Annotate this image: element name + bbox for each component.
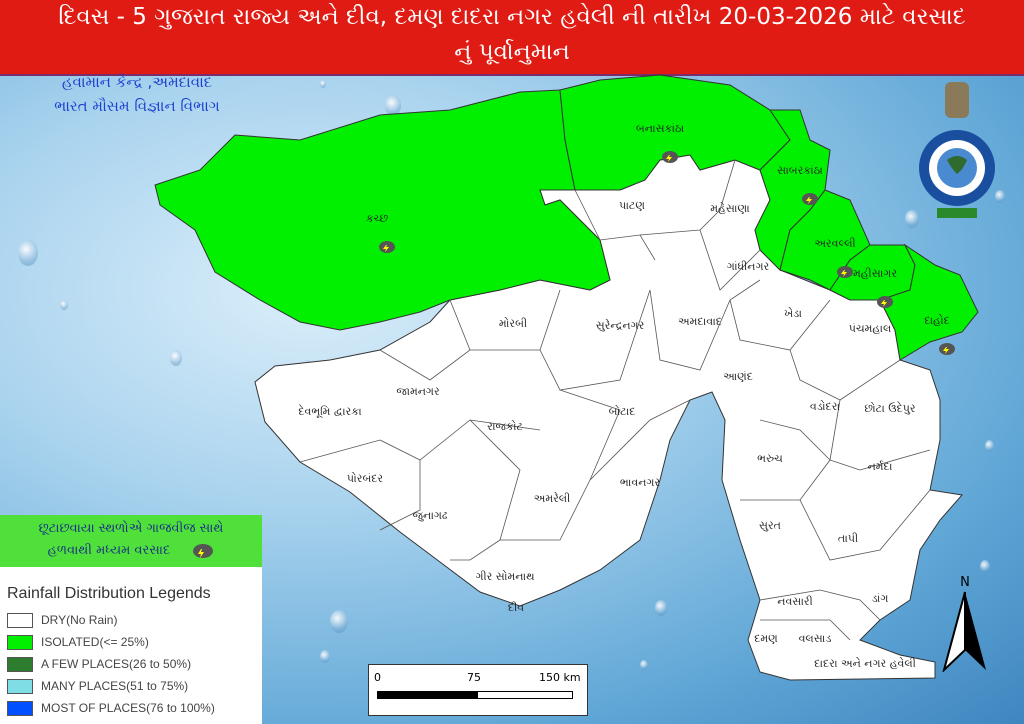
- district-border: [729, 299, 831, 351]
- legend-item: MOST OF PLACES(76 to 100%): [7, 698, 215, 718]
- scale-label-75: 75: [467, 671, 481, 684]
- north-arrow-icon: [942, 591, 986, 674]
- legend-swatch: [7, 700, 33, 716]
- district-label: અમરેલી: [534, 492, 571, 505]
- district-border: [379, 460, 421, 531]
- north-arrow: N: [940, 575, 990, 675]
- north-label: N: [960, 575, 970, 590]
- district-label: ડાંગ: [872, 592, 889, 605]
- district-label: આણંદ: [723, 370, 753, 383]
- district-border: [699, 229, 761, 291]
- district-border: [789, 349, 901, 401]
- district-border: [740, 419, 831, 501]
- legend: Rainfall Distribution Legends DRY(No Rai…: [0, 567, 262, 724]
- district-label: દેવભૂમિ દ્વારકા: [298, 404, 362, 418]
- district-label: છોટા ઉદેપુર: [864, 401, 915, 415]
- district-label: વલસાડ: [799, 632, 832, 645]
- legend-label: MOST OF PLACES(76 to 100%): [41, 701, 215, 715]
- district-label: કચ્છ: [366, 212, 389, 225]
- region-banaskantha[interactable]: [559, 74, 791, 191]
- district-label: ભાવનગર: [620, 476, 661, 489]
- district-label: ગાંધીનગર: [727, 260, 770, 273]
- title-line-2: નું પૂર્વાનુમાન: [454, 39, 570, 65]
- district-label: બનાસકાંઠા: [636, 122, 684, 135]
- district-border: [379, 299, 471, 381]
- legend-swatch: [7, 656, 33, 672]
- district-label: જુનાગઢ: [413, 509, 448, 522]
- forecast-label-line-1: છૂટાછવાયા સ્થળોએ ગાજવીજ સાથે: [38, 521, 224, 536]
- legend-item: MANY PLACES(51 to 75%): [7, 676, 188, 696]
- district-label: અરવલ્લી: [814, 237, 855, 250]
- thunderstorm-cloud-icon: [802, 193, 818, 205]
- agency-line-1: હવામાન કેન્દ્ર ,અમદાવાદ: [61, 73, 213, 91]
- district-label: પોરબંદર: [347, 472, 384, 485]
- thunderstorm-cloud-icon: [379, 241, 395, 253]
- district-label: વડોદરા: [810, 400, 840, 413]
- district-label: પાટણ: [619, 199, 645, 212]
- district-label: રાજકોટ: [487, 420, 523, 433]
- title-line-1: દિવસ - 5 ગુજરાત રાજ્ય અને દીવ, દમણ દાદરા…: [58, 4, 966, 30]
- district-label: મહીસાગર: [853, 267, 897, 280]
- agency-name: હવામાન કેન્દ્ર ,અમદાવાદ ભારત મૌસમ વિજ્ઞા…: [22, 70, 252, 118]
- district-label: મહેસાણા: [710, 202, 750, 215]
- district-label: દમણ: [754, 632, 778, 645]
- scale-label-150: 150 km: [539, 671, 581, 684]
- district-label: સુરત: [759, 519, 781, 532]
- region-dahod[interactable]: [879, 243, 979, 361]
- thunderstorm-cloud-icon: [837, 266, 853, 278]
- scale-bar: 0 75 150 km: [368, 664, 588, 716]
- agency-line-2: ભારત મૌસમ વિજ્ઞાન વિભાગ: [54, 97, 220, 115]
- legend-item: A FEW PLACES(26 to 50%): [7, 654, 191, 674]
- district-label: સુરેન્દ્રનગર: [596, 319, 645, 332]
- thunderstorm-cloud-icon: [939, 343, 955, 355]
- district-label: ભરુચ: [757, 452, 783, 465]
- district-border: [469, 389, 621, 541]
- district-label: ખેડા: [784, 307, 802, 320]
- legend-swatch: [7, 634, 33, 650]
- thunderstorm-cloud-icon: [662, 151, 678, 163]
- legend-swatch: [7, 612, 33, 628]
- scale-label-0: 0: [374, 671, 381, 684]
- region-aravalli[interactable]: [779, 189, 871, 291]
- district-label: દાહોદ: [924, 314, 950, 327]
- district-label: મોરબી: [499, 317, 527, 330]
- legend-label: MANY PLACES(51 to 75%): [41, 679, 189, 693]
- district-border: [639, 159, 736, 236]
- thunderstorm-cloud-icon: [877, 296, 893, 308]
- district-label: નર્મદા: [868, 460, 893, 473]
- imd-emblem-logo: [919, 82, 995, 218]
- district-label: સાબરકાંઠા: [777, 164, 823, 177]
- legend-label: ISOLATED(<= 25%): [41, 635, 149, 649]
- district-label: પંચમહાલ: [849, 322, 892, 335]
- district-border: [760, 619, 851, 641]
- district-label: ગીર સોમનાથ: [475, 570, 534, 583]
- district-border: [649, 279, 761, 371]
- region-kutch[interactable]: [154, 89, 611, 331]
- district-label: અમદાવાદ: [678, 315, 722, 328]
- district-label: દીવ: [508, 601, 524, 614]
- forecast-label-line-2: હળવાથી મધ્યમ વરસાદ: [47, 543, 171, 558]
- district-border: [589, 399, 691, 481]
- district-border: [829, 399, 931, 471]
- district-border: [799, 489, 931, 561]
- district-label: તાપી: [838, 532, 858, 545]
- district-border: [450, 539, 501, 561]
- district-label: બોટાદ: [609, 405, 636, 418]
- district-border: [574, 189, 656, 261]
- district-label: નવસારી: [777, 595, 813, 608]
- legend-label: DRY(No Rain): [41, 613, 118, 627]
- legend-title: Rainfall Distribution Legends: [7, 585, 211, 602]
- district-border: [759, 589, 881, 621]
- district-border: [539, 289, 651, 391]
- legend-label: A FEW PLACES(26 to 50%): [41, 657, 192, 671]
- district-label: દાદરા અને નગર હવેલી: [814, 657, 916, 670]
- district-label: જામનગર: [396, 385, 440, 398]
- thunderstorm-cloud-icon: [193, 543, 214, 558]
- title-bar: દિવસ - 5 ગુજરાત રાજ્ય અને દીવ, દમણ દાદરા…: [0, 0, 1024, 76]
- forecast-category-label: છૂટાછવાયા સ્થળોએ ગાજવીજ સાથે હળવાથી મધ્ય…: [0, 515, 262, 567]
- legend-swatch: [7, 678, 33, 694]
- legend-item: ISOLATED(<= 25%): [7, 632, 149, 652]
- legend-item: DRY(No Rain): [7, 610, 117, 630]
